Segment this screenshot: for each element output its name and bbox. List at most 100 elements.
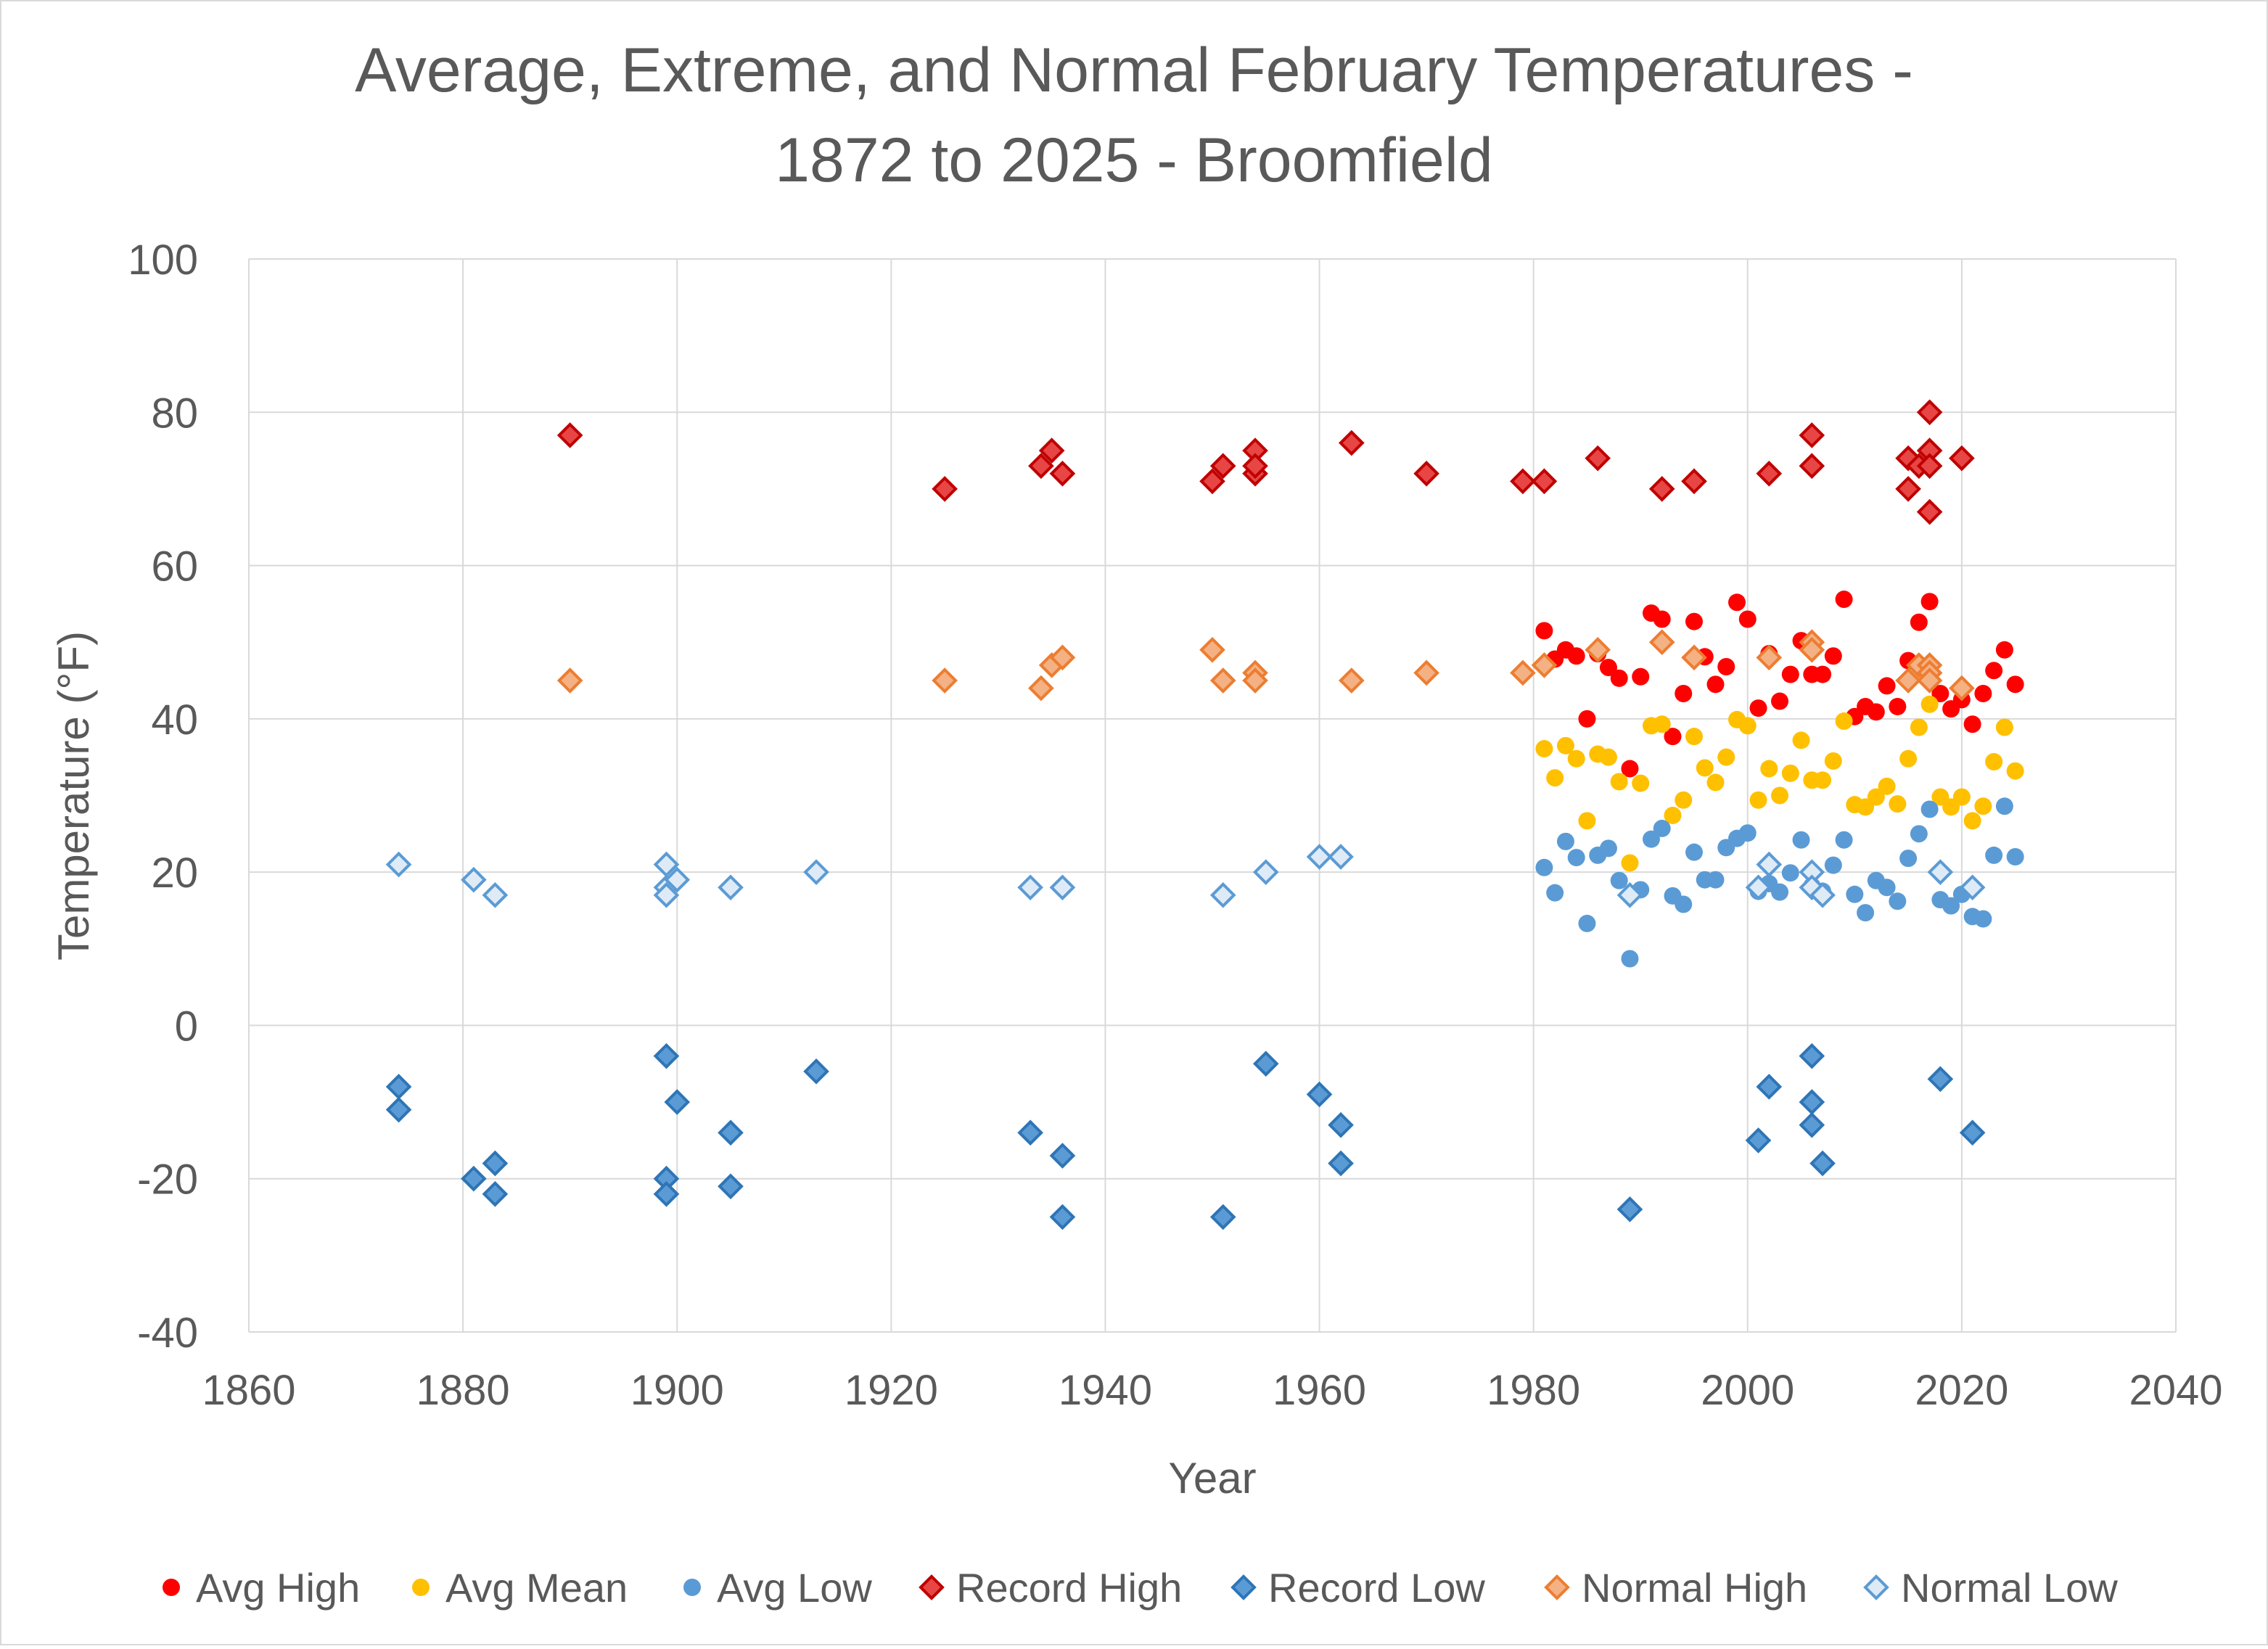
record-low-point (664, 1089, 691, 1115)
record-high-point (556, 422, 583, 448)
x-axis-title: Year (1168, 1454, 1256, 1502)
avg-high-point (1910, 613, 1928, 631)
legend-label: Avg High (196, 1565, 360, 1611)
normal-high-point (1049, 644, 1076, 671)
avg-low-point (1738, 824, 1757, 842)
normal-high-point (932, 667, 958, 694)
avg-high-point (1738, 610, 1757, 628)
record-low-point (1745, 1127, 1772, 1154)
avg-low-point (1835, 831, 1853, 849)
record-low-point (1049, 1204, 1076, 1230)
avg-low-point (1899, 850, 1918, 868)
record-low-point (1306, 1081, 1333, 1108)
avg-high-point (1621, 760, 1639, 778)
series-avg-high (1535, 591, 2024, 778)
series-normal-high (556, 629, 1975, 702)
normal-high-point (1681, 644, 1707, 671)
avg-low-point (1942, 897, 1960, 915)
x-tick-label: 1960 (1273, 1367, 1366, 1414)
avg-mean-point (1653, 715, 1671, 733)
avg-mean-point (1824, 752, 1842, 770)
normal-high-point (1756, 644, 1783, 671)
avg-high-point (1706, 675, 1725, 694)
avg-low-point (1878, 879, 1896, 897)
x-tick-label: 1920 (845, 1367, 938, 1414)
normal-low-point (653, 882, 680, 908)
legend-marker-avg-low (683, 1579, 701, 1596)
record-high-point (1338, 429, 1365, 456)
avg-high-point (1824, 647, 1842, 665)
avg-mean-point (1556, 736, 1574, 754)
legend-marker-normal-low (1863, 1574, 1889, 1600)
legend-label: Normal Low (1901, 1565, 2118, 1611)
avg-low-point (1675, 895, 1693, 913)
avg-mean-point (2006, 762, 2024, 780)
record-low-point (1328, 1111, 1354, 1138)
y-tick-label: -20 (137, 1156, 198, 1204)
legend-label: Avg Mean (445, 1565, 628, 1611)
avg-mean-point (1760, 760, 1778, 778)
avg-low-point (1824, 856, 1842, 874)
normal-low-point (1252, 859, 1279, 885)
avg-mean-point (1578, 812, 1596, 830)
normal-high-point (1510, 659, 1536, 686)
record-high-point (1199, 468, 1225, 495)
chart-title-line-2: 1872 to 2025 - Broomfield (775, 126, 1493, 195)
avg-high-point (1632, 667, 1650, 686)
record-low-point (1809, 1150, 1836, 1177)
record-low-point (1209, 1204, 1236, 1230)
avg-low-point (1920, 800, 1939, 818)
avg-high-point (1878, 677, 1896, 695)
avg-high-point (1717, 658, 1735, 676)
normal-high-point (1242, 667, 1268, 694)
record-high-point (1949, 445, 1975, 472)
avg-mean-point (1706, 773, 1725, 791)
legend-label: Record High (956, 1565, 1182, 1611)
normal-high-point (1895, 667, 1921, 694)
normal-low-point (1017, 874, 1043, 901)
record-high-point (1916, 453, 1943, 480)
record-high-point (1510, 468, 1536, 495)
avg-mean-point (1985, 753, 2003, 771)
normal-high-point (1199, 636, 1225, 663)
avg-high-point (1931, 684, 1949, 702)
gridlines (248, 258, 2177, 1333)
avg-high-point (1889, 697, 1907, 715)
y-tick-label: -40 (137, 1309, 198, 1357)
avg-high-point (1610, 669, 1628, 687)
avg-high-point (1867, 703, 1885, 721)
record-high-point (1799, 453, 1825, 480)
legend-item-avg-high: Avg High (163, 1565, 360, 1611)
avg-mean-point (1920, 695, 1939, 713)
avg-mean-point (1535, 740, 1553, 758)
record-high-point (1038, 437, 1065, 464)
avg-mean-point (1995, 718, 2013, 736)
x-tick-label: 2020 (1915, 1367, 2008, 1414)
avg-mean-point (1889, 795, 1907, 813)
record-high-point (1756, 460, 1783, 487)
avg-mean-point (1599, 748, 1617, 766)
avg-low-point (1771, 883, 1789, 901)
legend-item-record-low: Record Low (1230, 1565, 1485, 1611)
record-high-point (1916, 399, 1943, 426)
record-low-point (1927, 1066, 1954, 1093)
normal-high-point (1338, 667, 1365, 694)
avg-high-point (2006, 675, 2024, 694)
legend-marker-normal-high (1544, 1574, 1570, 1600)
x-tick-label: 1880 (416, 1367, 510, 1414)
y-tick-label: 0 (175, 1003, 198, 1050)
x-axis-ticks: 1860 1880 1900 1920 1940 1960 1980 2000 2020 2040 (202, 1367, 2222, 1414)
record-low-point (385, 1096, 412, 1123)
y-tick-label: 60 (151, 543, 198, 591)
normal-low-point (1959, 874, 1986, 901)
avg-high-point (1599, 659, 1617, 677)
record-low-point (1017, 1119, 1043, 1146)
x-tick-label: 2000 (1701, 1367, 1794, 1414)
series-avg-mean (1535, 695, 2024, 872)
avg-mean-point (1910, 718, 1928, 736)
avg-mean-point (1621, 854, 1639, 872)
avg-low-point (1985, 846, 2003, 864)
record-high-point (1648, 476, 1675, 502)
